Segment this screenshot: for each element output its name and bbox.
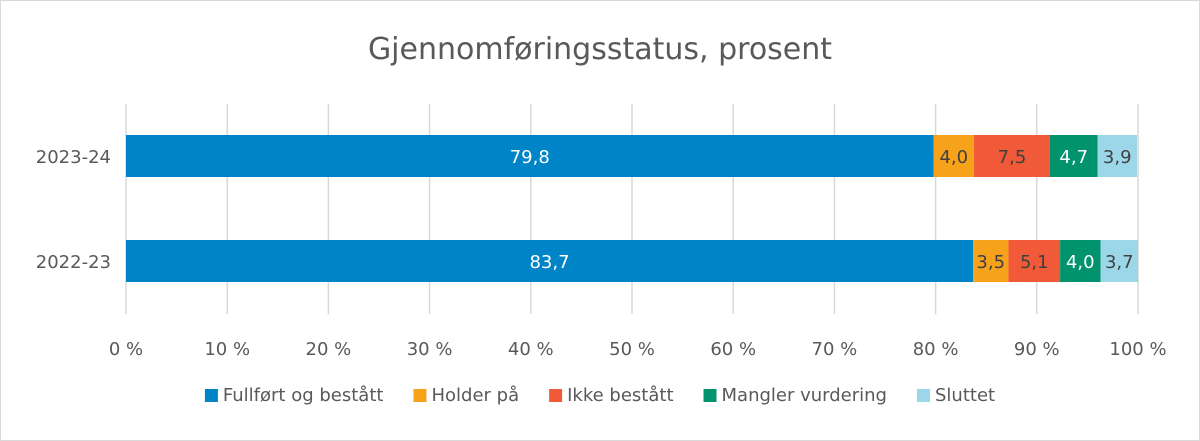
x-tick-label: 10 % bbox=[204, 339, 250, 360]
bar-segment bbox=[1008, 240, 1061, 282]
bar-segment bbox=[973, 240, 1009, 282]
bar-segment bbox=[1060, 240, 1101, 282]
legend-item: Fullført og bestått bbox=[204, 385, 384, 406]
bar-segment bbox=[126, 240, 974, 282]
data-label: 3,5 bbox=[976, 252, 1005, 273]
x-tick-label: 80 % bbox=[913, 339, 959, 360]
bar-segment bbox=[126, 135, 934, 177]
y-axis-categories: 2023-24 2022-23 bbox=[36, 147, 111, 273]
legend-label: Mangler vurdering bbox=[722, 385, 887, 406]
data-label: 4,7 bbox=[1059, 147, 1088, 168]
bars bbox=[126, 135, 1138, 282]
data-label: 3,9 bbox=[1103, 147, 1132, 168]
x-tick-label: 60 % bbox=[710, 339, 756, 360]
legend-item: Ikke bestått bbox=[549, 385, 674, 406]
category-label: 2022-23 bbox=[36, 252, 111, 273]
x-tick-label: 30 % bbox=[407, 339, 453, 360]
legend-swatch bbox=[204, 389, 218, 402]
bar-segment bbox=[933, 135, 975, 177]
category-label: 2023-24 bbox=[36, 147, 111, 168]
data-labels: 79,8 4,0 7,5 4,7 3,9 83,7 3,5 5,1 4,0 3,7 bbox=[510, 147, 1134, 273]
data-label: 3,7 bbox=[1105, 252, 1134, 273]
x-tick-label: 20 % bbox=[306, 339, 352, 360]
x-tick-label: 90 % bbox=[1014, 339, 1060, 360]
x-tick-label: 50 % bbox=[609, 339, 655, 360]
data-label: 83,7 bbox=[529, 252, 569, 273]
bar-segment bbox=[1097, 135, 1137, 177]
legend-label: Holder på bbox=[431, 385, 519, 406]
x-tick-label: 0 % bbox=[109, 339, 143, 360]
bar-segment bbox=[1049, 135, 1098, 177]
legend-label: Ikke bestått bbox=[567, 385, 673, 406]
x-axis-ticks: 0 % 10 % 20 % 30 % 40 % 50 % 60 % 70 % 80 % 90 % 1… bbox=[109, 339, 1167, 360]
legend-swatch bbox=[917, 389, 930, 402]
legend-item: Mangler vurdering bbox=[703, 385, 887, 406]
legend-item: Sluttet bbox=[917, 385, 995, 406]
legend-item: Holder på bbox=[413, 385, 519, 406]
chart-title: Gjennomføringsstatus, prosent bbox=[368, 32, 832, 67]
legend-swatch bbox=[549, 389, 563, 402]
x-tick-label: 70 % bbox=[812, 339, 858, 360]
legend-label: Fullført og bestått bbox=[223, 385, 384, 406]
legend-swatch bbox=[413, 389, 427, 402]
data-label: 4,0 bbox=[939, 147, 968, 168]
data-label: 5,1 bbox=[1020, 252, 1049, 273]
bar-segment bbox=[974, 135, 1050, 177]
bar-segment bbox=[1100, 240, 1138, 282]
legend: Fullført og bestått Holder på Ikke bestått… bbox=[204, 385, 995, 406]
x-tick-label: 40 % bbox=[508, 339, 554, 360]
data-label: 4,0 bbox=[1066, 252, 1095, 273]
legend-swatch bbox=[703, 389, 717, 402]
data-label: 7,5 bbox=[998, 147, 1027, 168]
legend-label: Sluttet bbox=[935, 385, 995, 406]
x-tick-label: 100 % bbox=[1109, 339, 1166, 360]
data-label: 79,8 bbox=[510, 147, 550, 168]
